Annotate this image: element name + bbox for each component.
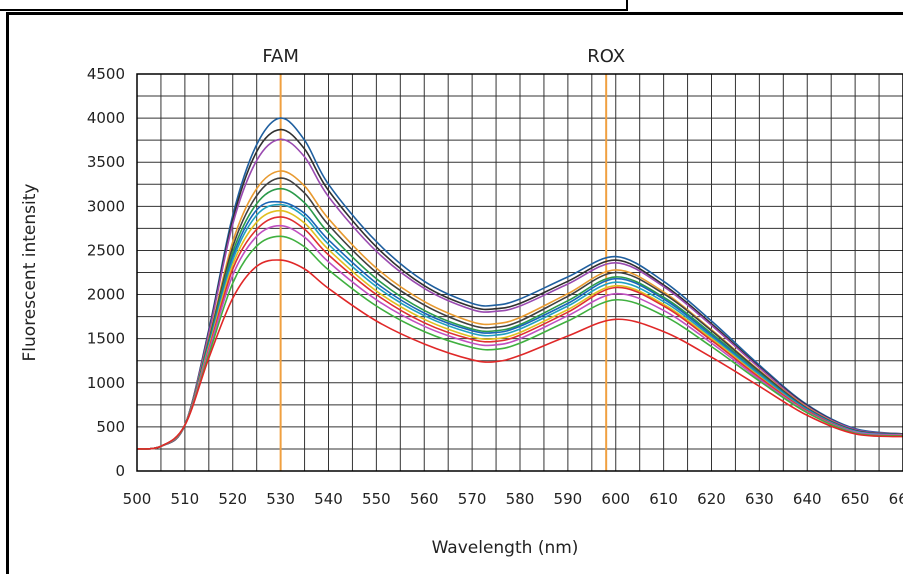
- x-tick-label: 610: [649, 490, 678, 508]
- x-tick-label: 520: [218, 490, 247, 508]
- top-border-strip: [0, 0, 628, 11]
- x-axis-title: Wavelength (nm): [432, 538, 579, 558]
- y-tick-label: 0: [115, 462, 125, 480]
- x-tick-label: 640: [793, 490, 822, 508]
- x-tick-label: 590: [554, 490, 583, 508]
- marker-label-rox: ROX: [587, 46, 625, 67]
- y-tick-label: 3000: [87, 197, 125, 215]
- fluorescence-chart: FAM ROX 500 510 520 530 540 550 560 570 580 590 600…: [20, 46, 903, 558]
- marker-label-fam: FAM: [262, 46, 299, 67]
- y-tick-labels: 0 500 1000 1500 2000 2500 3000 3500 4000 4500: [87, 65, 125, 480]
- x-tick-label: 660: [889, 490, 903, 508]
- series-line-11: [136, 224, 903, 450]
- x-tick-label: 560: [410, 490, 439, 508]
- x-tick-label: 600: [601, 490, 630, 508]
- series-line-10: [136, 216, 903, 450]
- x-tick-label: 630: [745, 490, 774, 508]
- chart-frame: FAM ROX 500 510 520 530 540 550 560 570 580 590 600…: [6, 12, 903, 574]
- y-tick-label: 4000: [87, 109, 125, 127]
- x-tick-label: 620: [697, 490, 726, 508]
- x-tick-label: 650: [841, 490, 870, 508]
- x-tick-labels: 500 510 520 530 540 550 560 570 580 590 600 610 620 6…: [123, 490, 903, 508]
- series-lines: [136, 117, 903, 450]
- y-axis-title: Fluorescent intensity: [20, 184, 40, 362]
- x-tick-label: 540: [314, 490, 343, 508]
- y-tick-label: 1500: [87, 330, 125, 348]
- x-tick-label: 580: [506, 490, 535, 508]
- x-tick-label: 510: [171, 490, 200, 508]
- y-tick-label: 2500: [87, 241, 125, 259]
- x-tick-label: 550: [362, 490, 391, 508]
- y-tick-label: 3500: [87, 153, 125, 171]
- x-tick-label: 530: [266, 490, 295, 508]
- y-tick-label: 4500: [87, 65, 125, 83]
- x-tick-label: 500: [123, 490, 152, 508]
- y-tick-label: 500: [96, 418, 125, 436]
- series-line-12: [136, 235, 903, 450]
- series-line-13: [136, 259, 903, 450]
- plot-border: [136, 73, 903, 472]
- y-tick-label: 2000: [87, 286, 125, 304]
- y-tick-label: 1000: [87, 374, 125, 392]
- x-tick-label: 570: [458, 490, 487, 508]
- grid-lines: [136, 73, 903, 472]
- series-line-3: [136, 138, 903, 450]
